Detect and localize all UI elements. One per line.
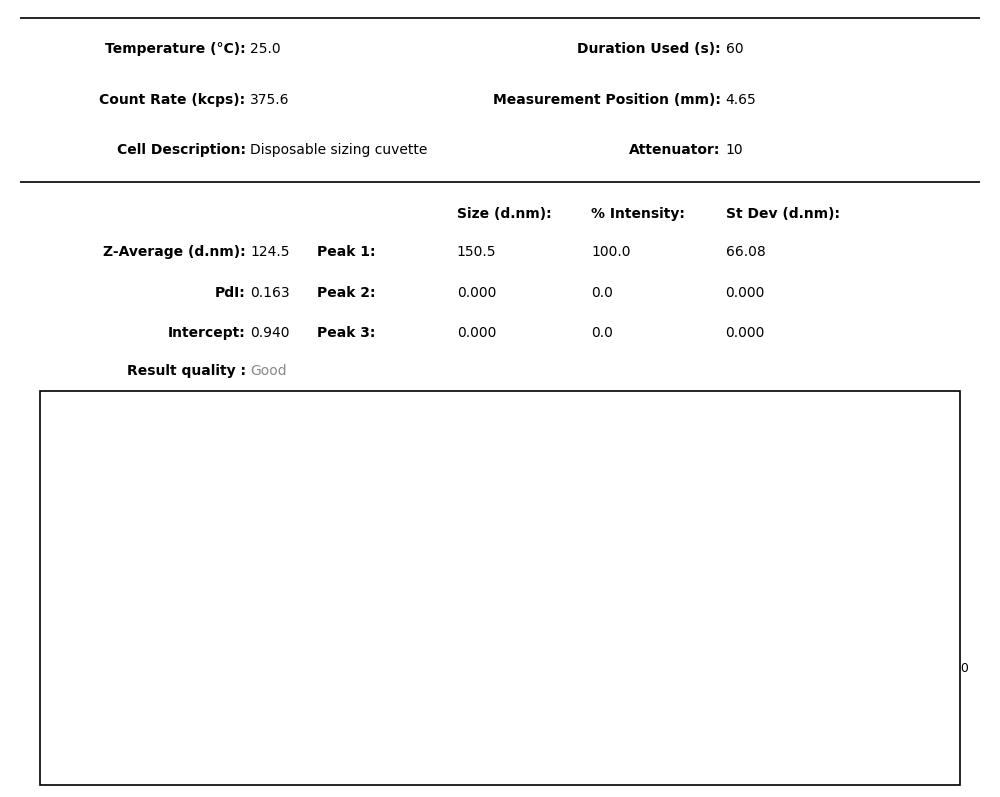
Text: Count Rate (kcps):: Count Rate (kcps): xyxy=(99,92,246,107)
Text: Cell Description:: Cell Description: xyxy=(117,143,246,157)
Text: Peak 2:: Peak 2: xyxy=(317,285,375,300)
Title: Size Distribution by Intensity: Size Distribution by Intensity xyxy=(422,411,643,426)
Text: 0.000: 0.000 xyxy=(457,285,496,300)
Text: Result quality :: Result quality : xyxy=(127,364,246,378)
Text: 100.0: 100.0 xyxy=(591,245,631,260)
Text: 0.0: 0.0 xyxy=(591,285,613,300)
Text: 10: 10 xyxy=(726,143,743,157)
Text: 375.6: 375.6 xyxy=(250,92,290,107)
Text: 66.08: 66.08 xyxy=(726,245,765,260)
Text: 0.000: 0.000 xyxy=(726,326,765,340)
Text: Good: Good xyxy=(250,364,287,378)
Text: Intercept:: Intercept: xyxy=(168,326,246,340)
Text: Peak 3:: Peak 3: xyxy=(317,326,375,340)
Text: 0.000: 0.000 xyxy=(457,326,496,340)
FancyBboxPatch shape xyxy=(224,670,776,779)
X-axis label: Size (d.nm): Size (d.nm) xyxy=(493,681,572,695)
Text: 0.163: 0.163 xyxy=(250,285,290,300)
Text: Record 101: 1%-1:1-yxa 3: Record 101: 1%-1:1-yxa 3 xyxy=(293,748,456,760)
Text: PdI:: PdI: xyxy=(215,285,246,300)
Text: Disposable sizing cuvette: Disposable sizing cuvette xyxy=(250,143,428,157)
Text: 0.940: 0.940 xyxy=(250,326,290,340)
Text: Z-Average (d.nm):: Z-Average (d.nm): xyxy=(103,245,246,260)
Text: 124.5: 124.5 xyxy=(250,245,290,260)
Y-axis label: Intensity (Percent): Intensity (Percent) xyxy=(75,480,89,608)
Text: % Intensity:: % Intensity: xyxy=(591,207,685,222)
Text: Peak 1:: Peak 1: xyxy=(317,245,375,260)
Text: Record 100: 1%-1:1-yxa 2: Record 100: 1%-1:1-yxa 2 xyxy=(652,694,814,708)
Text: Temperature (°C):: Temperature (°C): xyxy=(105,42,246,57)
Text: Attenuator:: Attenuator: xyxy=(629,143,721,157)
Text: Measurement Position (mm):: Measurement Position (mm): xyxy=(493,92,721,107)
Text: 0.000: 0.000 xyxy=(726,285,765,300)
Text: 0.0: 0.0 xyxy=(591,326,613,340)
Text: 150.5: 150.5 xyxy=(457,245,496,260)
Text: 25.0: 25.0 xyxy=(250,42,281,57)
Text: Record 99: 1%-1:1-yxa 1: Record 99: 1%-1:1-yxa 1 xyxy=(293,694,448,708)
Text: 60: 60 xyxy=(726,42,743,57)
Text: Duration Used (s):: Duration Used (s): xyxy=(577,42,721,57)
Text: Size (d.nm):: Size (d.nm): xyxy=(457,207,551,222)
Text: 4.65: 4.65 xyxy=(726,92,756,107)
Text: St Dev (d.nm):: St Dev (d.nm): xyxy=(726,207,840,222)
